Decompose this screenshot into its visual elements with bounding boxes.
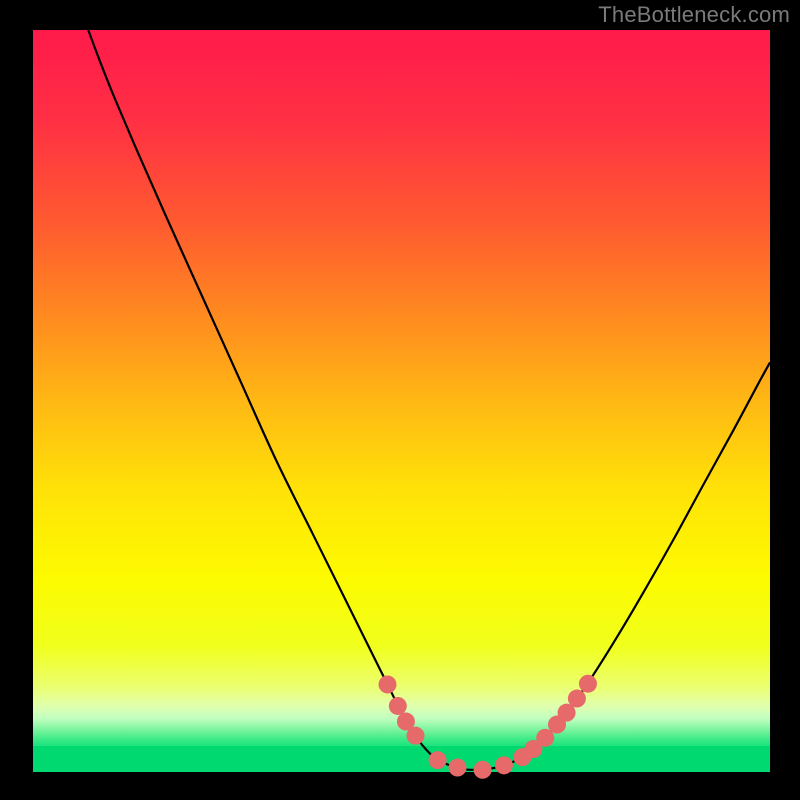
gradient-background <box>33 30 770 772</box>
green-band <box>33 746 770 772</box>
bottleneck-chart <box>0 0 800 800</box>
curve-marker <box>407 727 425 745</box>
curve-marker <box>579 675 597 693</box>
curve-marker <box>429 751 447 769</box>
curve-marker <box>474 761 492 779</box>
curve-marker <box>378 675 396 693</box>
curve-marker <box>449 759 467 777</box>
curve-marker <box>568 690 586 708</box>
chart-canvas: TheBottleneck.com <box>0 0 800 800</box>
curve-marker <box>389 697 407 715</box>
curve-marker <box>495 756 513 774</box>
